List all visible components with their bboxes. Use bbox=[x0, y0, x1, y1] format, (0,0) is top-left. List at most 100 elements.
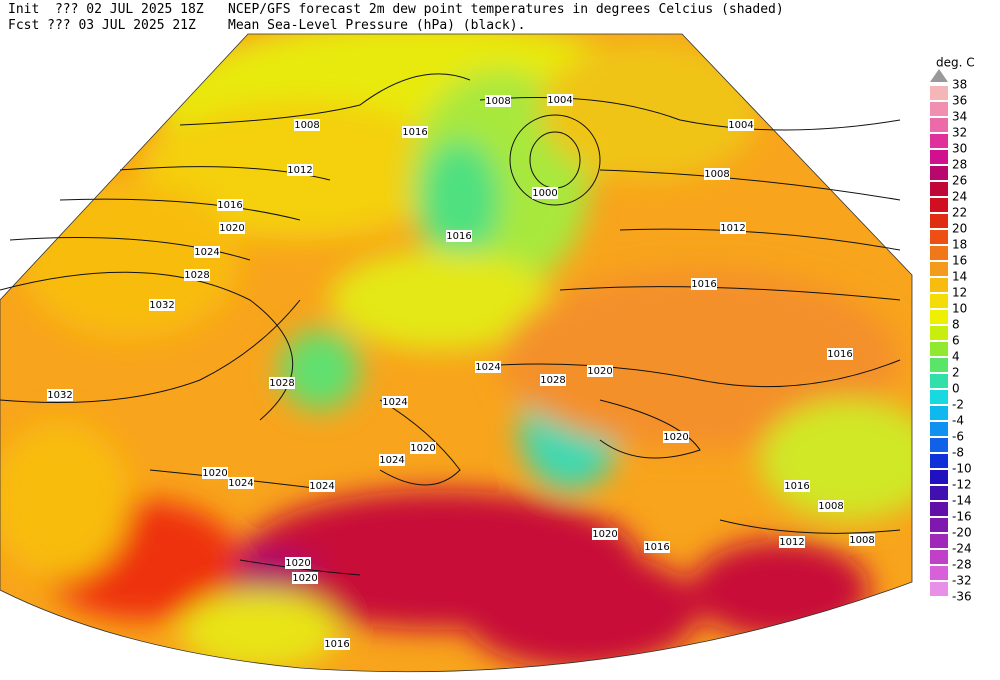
isobar-label: 1024 bbox=[228, 478, 253, 489]
isobar-label: 1008 bbox=[704, 169, 729, 180]
isobar-label: 1016 bbox=[402, 127, 427, 138]
colorbar-label: 14 bbox=[952, 270, 967, 284]
colorbar-label: 32 bbox=[952, 126, 967, 140]
isobar-label-bg bbox=[691, 278, 717, 290]
colorbar-swatch bbox=[930, 470, 948, 484]
isobar-label-bg bbox=[269, 377, 295, 389]
colorbar-swatch bbox=[930, 422, 948, 436]
isobar-label-bg bbox=[485, 95, 511, 107]
isobar-label-bg bbox=[217, 199, 243, 211]
init-time: Init ??? 02 JUL 2025 18Z bbox=[8, 2, 204, 17]
colorbar-label: -28 bbox=[952, 558, 972, 572]
colorbar-swatch bbox=[930, 262, 948, 276]
isobar-label-bg bbox=[532, 187, 558, 199]
isobar-label: 1032 bbox=[149, 300, 174, 311]
isobar-label-bg bbox=[149, 299, 175, 311]
isobar-label-bg bbox=[587, 365, 613, 377]
colorbar-swatch bbox=[930, 230, 948, 244]
colorbar-swatch bbox=[930, 566, 948, 580]
colorbar-label: 24 bbox=[952, 190, 967, 204]
colorbar-swatch bbox=[930, 502, 948, 516]
isobar-label-bg bbox=[309, 480, 335, 492]
isobar-label: 1024 bbox=[382, 397, 407, 408]
isobar-label: 1008 bbox=[294, 120, 319, 131]
isobar-label: 1024 bbox=[379, 455, 404, 466]
colorbar-swatch bbox=[930, 486, 948, 500]
isobar-label-bg bbox=[446, 230, 472, 242]
colorbar-label: -8 bbox=[952, 446, 964, 460]
colorbar-swatch bbox=[930, 294, 948, 308]
colorbar-swatch bbox=[930, 454, 948, 468]
isobar-label-bg bbox=[202, 467, 228, 479]
isobar-label: 1016 bbox=[691, 279, 716, 290]
colorbar-label: 10 bbox=[952, 302, 967, 316]
isobar-label: 1008 bbox=[849, 535, 874, 546]
colorbar-swatch bbox=[930, 390, 948, 404]
colorbar-swatch bbox=[930, 374, 948, 388]
colorbar-swatch bbox=[930, 278, 948, 292]
colorbar-label: 28 bbox=[952, 158, 967, 172]
isobar-label-bg bbox=[324, 638, 350, 650]
isobar-label-bg bbox=[720, 222, 746, 234]
isobar-label: 1000 bbox=[532, 188, 557, 199]
isobar-label-bg bbox=[292, 572, 318, 584]
isobar-label-bg bbox=[402, 126, 428, 138]
isobar-label-bg bbox=[592, 528, 618, 540]
isobar-label-bg bbox=[382, 396, 408, 408]
forecast-time: Fcst ??? 03 JUL 2025 21Z bbox=[8, 18, 196, 33]
isobar-label: 1020 bbox=[587, 366, 612, 377]
map-title: NCEP/GFS forecast 2m dew point temperatu… bbox=[228, 2, 784, 17]
map-subtitle: Mean Sea-Level Pressure (hPa) (black). bbox=[228, 18, 526, 33]
isobar-label-bg bbox=[184, 269, 210, 281]
isobar-label-bg bbox=[294, 119, 320, 131]
isobar-label: 1020 bbox=[285, 558, 310, 569]
isobar-label: 1020 bbox=[663, 432, 688, 443]
colorbar-swatch bbox=[930, 182, 948, 196]
colorbar-swatch bbox=[930, 438, 948, 452]
colorbar-label: 20 bbox=[952, 222, 967, 236]
isobar-label-bg bbox=[379, 454, 405, 466]
isobar-label-bg bbox=[194, 246, 220, 258]
colorbar-label: -20 bbox=[952, 526, 972, 540]
colorbar-swatch bbox=[930, 582, 948, 596]
isobar-label: 1004 bbox=[728, 120, 753, 131]
colorbar-label: 36 bbox=[952, 94, 967, 108]
isobar-label: 1024 bbox=[194, 247, 219, 258]
colorbar-label: 30 bbox=[952, 142, 967, 156]
isobar-label: 1016 bbox=[784, 481, 809, 492]
isobar-label-bg bbox=[285, 557, 311, 569]
colorbar-swatch bbox=[930, 118, 948, 132]
colorbar-label: -2 bbox=[952, 398, 964, 412]
colorbar-swatch bbox=[930, 358, 948, 372]
isobar-label-bg bbox=[784, 480, 810, 492]
colorbar-label: 8 bbox=[952, 318, 960, 332]
colorbar-label: 26 bbox=[952, 174, 967, 188]
isobar-label-bg bbox=[827, 348, 853, 360]
isobar-label-bg bbox=[849, 534, 875, 546]
colorbar-label: -6 bbox=[952, 430, 964, 444]
isobar-label: 1020 bbox=[410, 443, 435, 454]
isobar-label: 1016 bbox=[827, 349, 852, 360]
colorbar-swatch bbox=[930, 550, 948, 564]
colorbar-swatch bbox=[930, 406, 948, 420]
isobar-label: 1020 bbox=[592, 529, 617, 540]
isobar-label-bg bbox=[219, 222, 245, 234]
colorbar-swatch bbox=[930, 198, 948, 212]
colorbar-swatch bbox=[930, 246, 948, 260]
isobar-label: 1008 bbox=[818, 501, 843, 512]
isobar-label: 1012 bbox=[779, 537, 804, 548]
isobar-label-bg bbox=[704, 168, 730, 180]
isobar-label-bg bbox=[547, 94, 573, 106]
colorbar-swatch bbox=[930, 310, 948, 324]
isobar-label: 1012 bbox=[287, 165, 312, 176]
colorbar-label: 12 bbox=[952, 286, 967, 300]
colorbar-arrow bbox=[930, 69, 948, 82]
colorbar-swatch bbox=[930, 86, 948, 100]
isobar-label-bg bbox=[228, 477, 254, 489]
colorbar-swatch bbox=[930, 134, 948, 148]
isobar-label: 1024 bbox=[475, 362, 500, 373]
isobar-label: 1004 bbox=[547, 95, 572, 106]
dew-point-field bbox=[0, 34, 912, 672]
colorbar-label: -12 bbox=[952, 478, 972, 492]
